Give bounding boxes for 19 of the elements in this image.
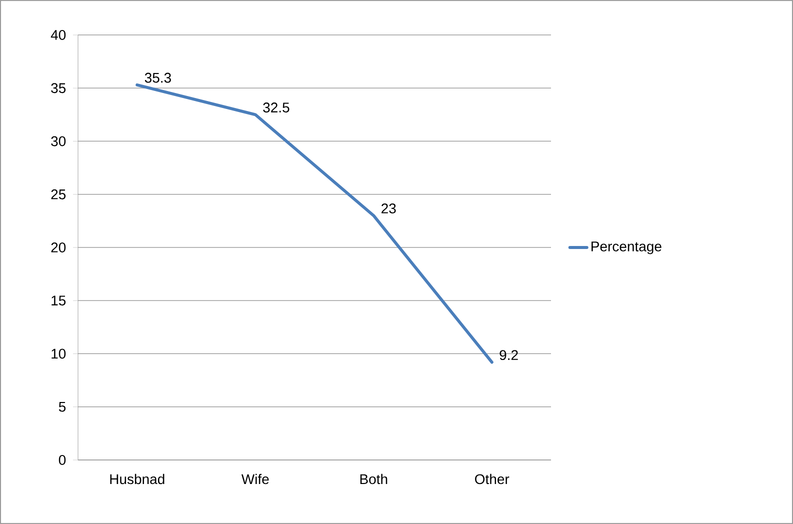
x-tick-label: Other: [475, 474, 510, 484]
data-label: 23: [382, 203, 396, 214]
y-tick-label: 35: [51, 83, 66, 94]
legend-label: Percentage: [592, 242, 662, 254]
y-tick-label: 0: [58, 455, 66, 465]
y-tick-label: 5: [58, 402, 66, 412]
y-tick-label: 25: [51, 189, 66, 200]
x-tick-label: Wife: [241, 474, 269, 484]
y-tick-label: 30: [51, 136, 66, 146]
x-tick-label: Husbnad: [110, 474, 164, 484]
line-series: [136, 83, 494, 364]
y-tick-label: 20: [51, 242, 66, 252]
y-tick-label: 10: [52, 348, 66, 359]
y-tick-label: 15: [52, 296, 66, 306]
y-tick-label: 40: [50, 30, 66, 40]
data-label: 9.2: [500, 350, 518, 360]
data-label: 35.3: [144, 72, 171, 83]
x-tick-label: Both: [360, 474, 388, 484]
data-label: 32.5: [263, 102, 290, 112]
